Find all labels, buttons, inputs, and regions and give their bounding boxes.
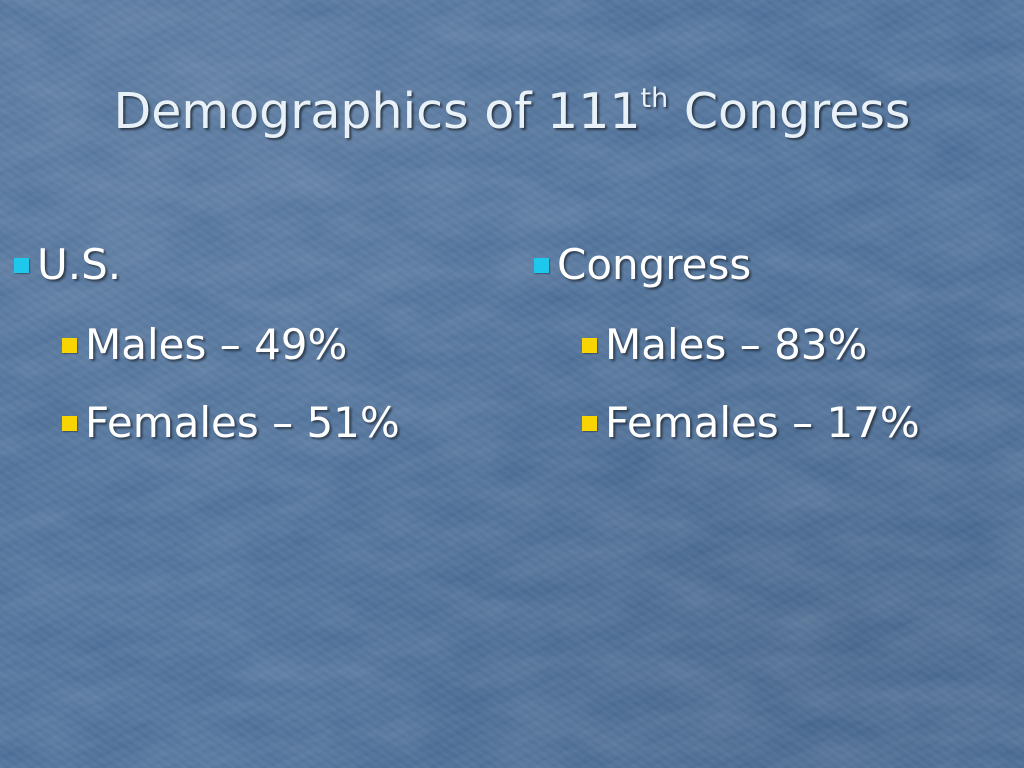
square-bullet-icon bbox=[62, 415, 77, 431]
us-males-text: Males – 49% bbox=[85, 320, 348, 369]
congress-males-text: Males – 83% bbox=[605, 320, 868, 369]
heading-congress: Congress bbox=[557, 240, 752, 289]
sub-bullet-item: Females – 51% bbox=[62, 396, 400, 450]
square-bullet-icon bbox=[62, 337, 77, 353]
square-bullet-icon bbox=[582, 337, 597, 353]
sub-bullet-item: Males – 83% bbox=[582, 318, 920, 372]
title-text-end: Congress bbox=[668, 83, 911, 140]
column-us: U.S. Males – 49% Females – 51% bbox=[14, 238, 400, 450]
square-bullet-icon bbox=[534, 257, 549, 273]
title-text: Demographics of 111 bbox=[113, 83, 641, 140]
square-bullet-icon bbox=[582, 415, 597, 431]
bullet-item-congress: Congress bbox=[534, 238, 920, 292]
title-superscript: th bbox=[640, 82, 669, 114]
bullet-item-us: U.S. bbox=[14, 238, 400, 292]
us-females-text: Females – 51% bbox=[85, 398, 400, 447]
column-congress: Congress Males – 83% Females – 17% bbox=[534, 238, 920, 450]
sub-bullet-item: Females – 17% bbox=[582, 396, 920, 450]
congress-females-text: Females – 17% bbox=[605, 398, 920, 447]
heading-us: U.S. bbox=[37, 240, 122, 289]
sub-bullet-item: Males – 49% bbox=[62, 318, 400, 372]
slide-title: Demographics of 111th Congress bbox=[0, 82, 1024, 140]
square-bullet-icon bbox=[14, 257, 29, 273]
